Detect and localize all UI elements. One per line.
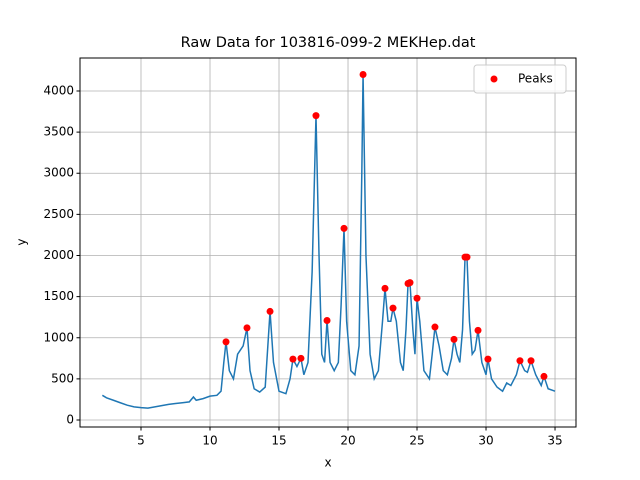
x-tick-label: 15: [271, 434, 286, 448]
peak-marker: [340, 224, 348, 232]
peak-marker: [431, 323, 439, 331]
y-tick-label: 2500: [43, 207, 74, 221]
y-tick-label: 2000: [43, 248, 74, 262]
x-tick-label: 35: [547, 434, 562, 448]
y-tick-label: 4000: [43, 83, 74, 97]
peak-marker: [222, 338, 230, 346]
axes-frame: [79, 57, 577, 428]
chart-title: Raw Data for 103816-099-2 MEKHep.dat: [181, 35, 476, 51]
peak-marker: [297, 354, 305, 362]
legend-label: Peaks: [518, 72, 553, 86]
x-tick-label: 5: [137, 434, 145, 448]
data-line: [101, 74, 556, 409]
peak-marker: [389, 304, 397, 312]
peak-marker: [527, 357, 535, 365]
legend-marker: [490, 75, 498, 83]
peak-marker: [359, 71, 367, 79]
peak-marker: [406, 279, 414, 287]
peak-marker: [540, 372, 548, 380]
x-tick-label: 20: [340, 434, 355, 448]
legend-box: [473, 64, 567, 94]
peak-marker: [312, 112, 320, 120]
x-tick-label: 30: [478, 434, 493, 448]
peak-marker: [266, 307, 274, 315]
peak-marker: [516, 357, 524, 365]
y-tick-label: 1000: [43, 330, 74, 344]
peak-marker: [474, 326, 482, 334]
peak-marker: [463, 253, 471, 261]
legend: Peaks: [473, 64, 567, 94]
y-axis-label: y: [15, 238, 29, 245]
peak-marker: [484, 355, 492, 363]
y-tick-label: 3000: [43, 166, 74, 180]
peak-marker: [381, 284, 389, 292]
peak-marker: [289, 355, 297, 363]
y-tick-label: 500: [51, 371, 74, 385]
grid: [80, 58, 576, 427]
x-axis-label: x: [324, 456, 331, 470]
x-tick-label: 25: [409, 434, 424, 448]
peak-marker: [413, 294, 421, 302]
peak-marker: [243, 324, 251, 332]
y-tick-label: 0: [66, 413, 74, 427]
x-tick-label: 10: [202, 434, 217, 448]
y-tick-label: 1500: [43, 289, 74, 303]
peak-marker: [323, 316, 331, 324]
peak-marker: [450, 335, 458, 343]
plot: [101, 71, 556, 409]
y-tick-label: 3500: [43, 125, 74, 139]
